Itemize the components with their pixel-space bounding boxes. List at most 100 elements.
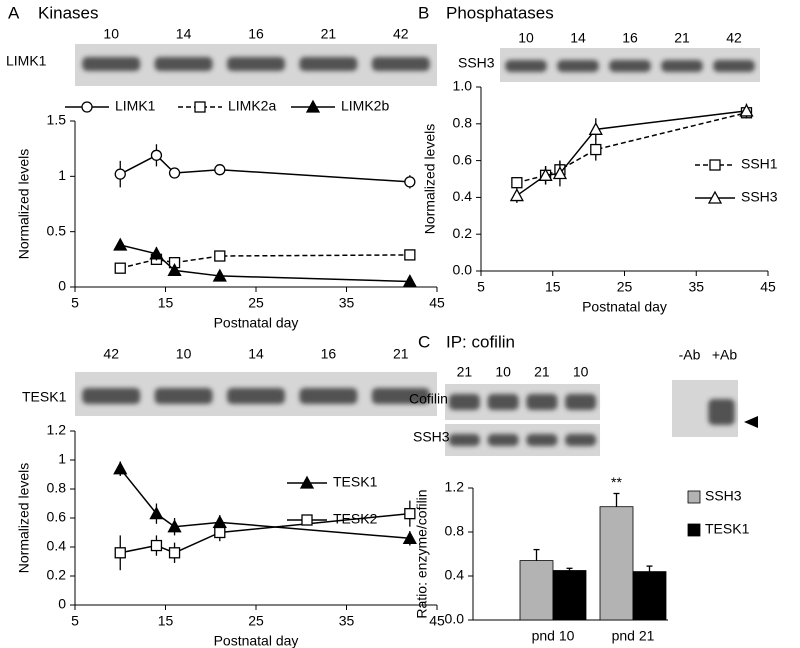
blot-band [487,394,519,410]
lane-label: 21 [393,346,409,362]
marker [167,263,182,277]
blot-label: SSH3 [458,55,495,71]
y-tick-label: 0.8 [445,523,465,539]
y-tick-label: 1.0 [453,78,473,94]
marker [707,190,723,204]
x-tick-label: 35 [688,279,704,295]
marker [509,188,524,202]
x-axis-label: Postnatal day [582,299,667,315]
panel-letter: B [418,3,429,22]
series-line [516,112,747,184]
blot-band [609,60,651,72]
lane-label: 16 [622,30,638,46]
lane-label: -Ab [679,347,701,363]
lane-label: +Ab [712,347,738,363]
y-tick-label: 0.4 [445,567,465,583]
marker [149,506,164,520]
legend-swatch [687,490,701,504]
lane-label: 16 [321,346,337,362]
blot-band [154,57,213,71]
y-tick-label: 1 [58,451,66,467]
y-axis-label: Normalized levels [422,124,438,234]
bar [552,570,587,621]
blot-band [557,60,599,72]
y-tick-label: 0.8 [47,480,67,496]
blot-band [661,60,703,72]
blot-band [526,434,558,446]
blot-band [82,57,141,71]
x-tick-label: 25 [248,613,264,629]
marker [709,159,721,171]
panel-title: IP: cofilin [446,332,515,351]
marker [150,149,163,161]
y-tick-label: 0.2 [47,567,67,583]
blot-label: SSH3 [413,429,450,445]
y-tick-label: 0.8 [453,115,473,131]
marker [150,539,163,552]
y-axis-label: Ratio: enzyme/cofilin [414,489,430,618]
y-tick-label: 0.4 [453,188,473,204]
marker [739,103,754,117]
blot-band [713,60,755,72]
lane-label: 14 [248,346,264,362]
marker [404,249,416,261]
blot-label: Cofilin [409,391,448,407]
blot-band [565,434,597,446]
y-tick-label: 0.0 [453,262,473,278]
legend-label: LIMK1 [115,98,156,114]
marker [114,262,126,274]
legend-label: SSH1 [741,156,778,172]
marker [214,250,226,262]
x-tick-label: pnd 21 [612,628,655,644]
lane-label: 21 [321,26,337,42]
marker [588,121,603,135]
marker [214,526,226,539]
lane-label: 42 [393,26,409,42]
marker [404,176,416,188]
marker [552,166,568,180]
marker [538,167,553,181]
y-tick-label: 0.6 [453,151,473,167]
lane-label: 10 [518,30,534,46]
blot-band [154,388,213,404]
arrowhead [744,416,758,428]
y-tick-label: 0.5 [47,222,67,238]
panel-letter: A [8,3,20,22]
legend-label: TESK1 [333,474,378,490]
x-axis-label: Postnatal day [214,315,299,331]
panel-letter: C [418,332,430,351]
marker [305,99,321,113]
x-tick-label: 5 [477,279,485,295]
lane-label: 42 [726,30,742,46]
series-line [120,244,410,283]
x-tick-label: 25 [617,279,633,295]
x-tick-label: 35 [339,613,355,629]
y-tick-label: 1 [58,167,66,183]
x-tick-label: 15 [158,295,174,311]
blot-band [448,434,480,446]
panel-title: Kinases [38,3,98,22]
x-tick-label: 45 [760,279,776,295]
bar [599,506,634,621]
y-tick-label: 0 [58,278,66,294]
lane-label: 21 [457,364,473,380]
y-tick-label: 1.5 [47,112,67,128]
lane-label: 14 [176,26,192,42]
lane-label: 21 [534,364,550,380]
lane-label: 21 [674,30,690,46]
x-tick-label: 15 [545,279,561,295]
blot-band [565,394,597,410]
marker [590,143,602,156]
blot-band [708,399,735,425]
blot-band [487,434,519,446]
blot-band [526,394,558,410]
y-tick-label: 0 [58,596,66,612]
lane-label: 14 [570,30,586,46]
legend-label: TESK1 [705,521,750,537]
y-tick-label: 1.2 [445,479,465,495]
y-tick-label: 1.2 [47,422,67,438]
x-axis-label: Postnatal day [214,633,299,648]
marker [168,167,181,179]
x-tick-label: 5 [71,613,79,629]
marker [194,101,206,113]
